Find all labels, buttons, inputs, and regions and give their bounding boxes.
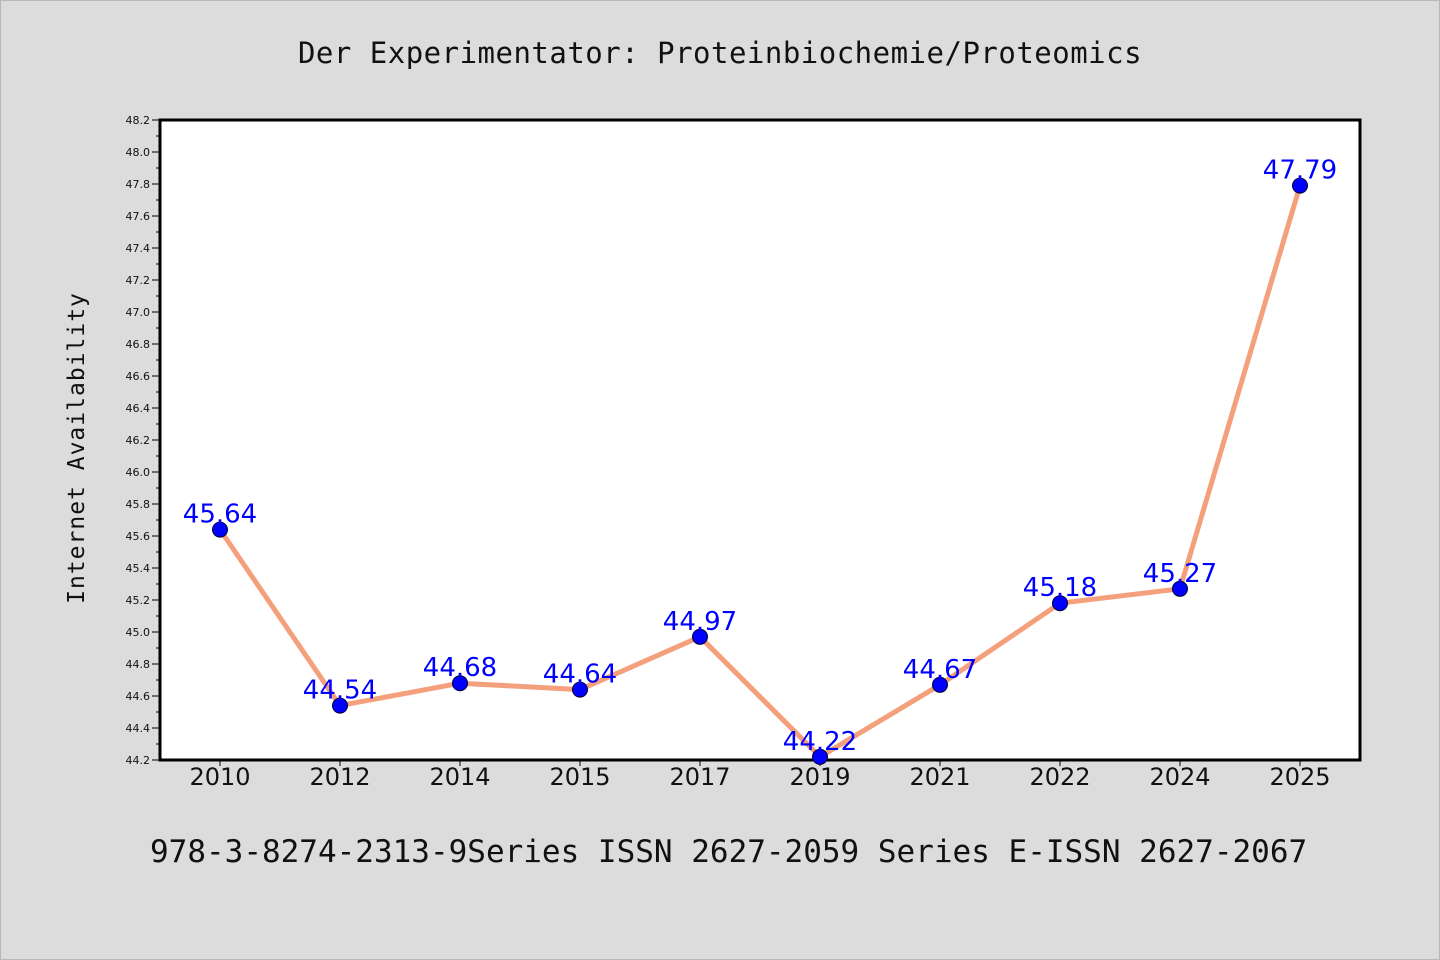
y-tick-label: 45.6	[126, 530, 151, 543]
y-tick-label: 48.2	[126, 114, 151, 127]
y-tick-label: 46.4	[126, 402, 151, 415]
data-label: 44.68	[423, 653, 497, 683]
y-axis: 44.2 44.4 44.6 44.8 45.0 45.2 45.4 45.6 45.8 46.0…	[126, 114, 160, 767]
chart-title: Der Experimentator: Proteinbiochemie/Pro…	[297, 36, 1143, 70]
data-point	[1052, 595, 1068, 612]
x-tick-label: 2012	[309, 763, 370, 791]
data-point	[1172, 580, 1188, 597]
y-axis-title: Internet Availability	[64, 292, 90, 604]
data-point	[1292, 177, 1308, 194]
x-tick-label: 2017	[669, 763, 730, 791]
y-tick-label: 45.8	[126, 498, 151, 511]
data-label: 44.22	[783, 727, 857, 757]
y-tick-label: 44.6	[126, 690, 151, 703]
y-tick-label: 46.0	[126, 466, 151, 479]
x-tick-label: 2010	[189, 763, 250, 791]
data-point	[332, 697, 348, 714]
data-label: 45.27	[1143, 559, 1217, 589]
x-tick-label: 2025	[1269, 763, 1330, 791]
data-point	[572, 681, 588, 698]
data-label: 44.67	[903, 655, 977, 685]
y-tick-label: 47.8	[126, 178, 151, 191]
y-tick-label: 44.4	[126, 722, 151, 735]
y-tick-label: 46.6	[126, 370, 151, 383]
x-tick-label: 2024	[1149, 763, 1210, 791]
data-label: 44.97	[663, 607, 737, 637]
x-axis: 2010 2012 2014 2015 2017 2019 2021 2022 2024 2025	[189, 760, 1331, 791]
series-line	[217, 183, 1303, 760]
y-tick-label: 46.8	[126, 338, 151, 351]
plot-area	[158, 118, 1362, 762]
y-tick-label: 44.2	[126, 754, 151, 767]
data-point	[452, 675, 468, 692]
footer-isbn-text: 978-3-8274-2313-9Series ISSN 2627-2059 S…	[150, 834, 1308, 870]
data-markers	[212, 177, 1308, 765]
y-tick-label: 45.4	[126, 562, 151, 575]
data-point	[812, 748, 828, 765]
data-label: 44.64	[543, 660, 617, 690]
data-label: 44.54	[303, 676, 377, 706]
y-tick-label: 47.2	[126, 274, 151, 287]
x-tick-label: 2014	[429, 763, 490, 791]
data-point	[932, 676, 948, 693]
y-tick-label: 47.0	[126, 306, 151, 319]
x-tick-label: 2015	[549, 763, 610, 791]
y-tick-label: 47.6	[126, 210, 151, 223]
data-labels: 45.64 44.54 44.68 44.64 44.97 44.22 44.67 45.18…	[183, 156, 1337, 757]
y-tick-label: 44.8	[126, 658, 151, 671]
y-tick-label: 45.0	[126, 626, 151, 639]
y-tick-label: 46.2	[126, 434, 151, 447]
data-label: 45.18	[1023, 573, 1097, 603]
y-tick-label: 48.0	[126, 146, 151, 159]
y-tick-label: 45.2	[126, 594, 151, 607]
data-point	[692, 628, 708, 645]
data-point	[212, 521, 228, 538]
x-tick-label: 2019	[789, 763, 850, 791]
x-tick-label: 2021	[909, 763, 970, 791]
data-label: 45.64	[183, 500, 257, 530]
y-tick-label: 47.4	[126, 242, 151, 255]
x-tick-label: 2022	[1029, 763, 1090, 791]
data-label: 47.79	[1263, 156, 1337, 186]
